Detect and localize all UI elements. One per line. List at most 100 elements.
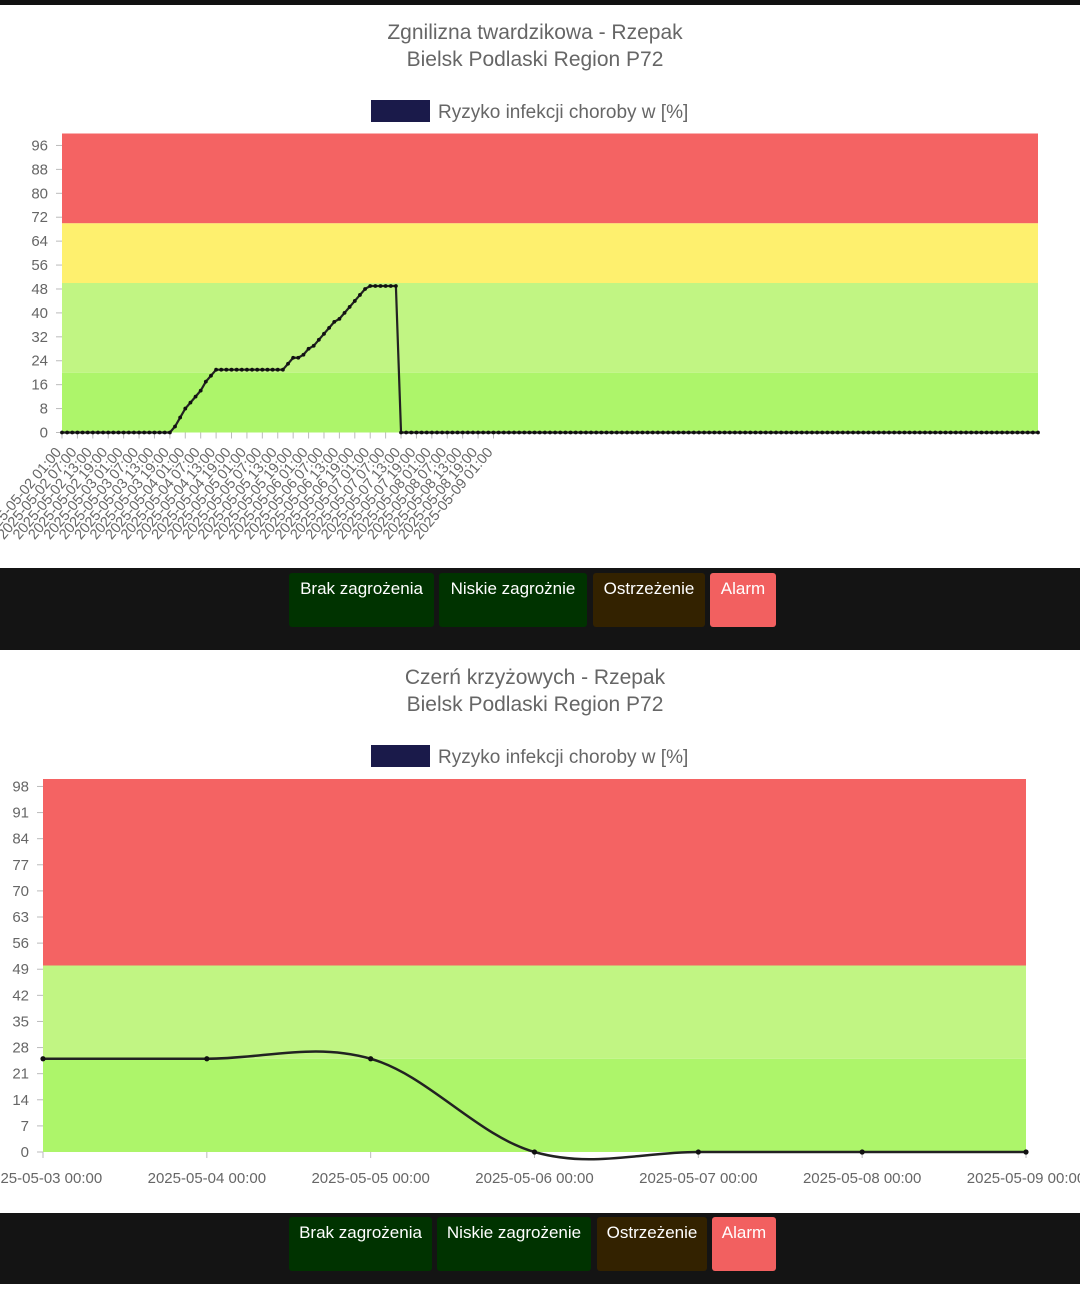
data-point (989, 430, 994, 435)
data-point (193, 394, 198, 399)
data-point (635, 430, 640, 435)
data-point (825, 430, 830, 435)
data-point (75, 430, 80, 435)
data-point (460, 430, 465, 435)
y-tick-label: 14 (12, 1092, 29, 1109)
data-point (352, 299, 357, 303)
legend-swatch (371, 100, 430, 122)
legend-button-low-threat[interactable]: Niskie zagrożnie (439, 573, 587, 627)
data-point (984, 430, 989, 435)
data-point (758, 430, 763, 435)
data-point (527, 430, 532, 435)
data-point (779, 430, 784, 435)
x-tick-label: 2025-05-04 00:00 (148, 1170, 266, 1187)
legend-label: Ryzyko infekcji choroby w [%] (438, 102, 688, 123)
data-point (820, 430, 825, 435)
data-point (953, 430, 958, 435)
data-point (316, 337, 321, 342)
data-point (661, 430, 665, 435)
data-point (260, 367, 265, 372)
data-point (840, 430, 845, 435)
data-point (378, 284, 383, 288)
data-point (347, 305, 352, 309)
y-tick-label: 96 (31, 137, 48, 154)
data-point (799, 430, 804, 435)
data-point (871, 430, 876, 435)
data-point (959, 430, 963, 435)
y-tick-label: 63 (12, 909, 29, 926)
risk-band-0 (43, 1058, 1026, 1152)
legend-button-alarm[interactable]: Alarm (710, 573, 776, 627)
data-point (733, 430, 737, 435)
data-point (239, 367, 244, 372)
data-point (507, 430, 511, 435)
data-point (712, 430, 717, 435)
data-point (902, 430, 907, 435)
data-point (810, 430, 814, 435)
data-point (450, 430, 455, 435)
data-point (476, 430, 480, 435)
data-point (542, 430, 547, 435)
data-point (275, 367, 280, 372)
y-tick-label: 24 (31, 353, 48, 370)
data-point (337, 316, 342, 321)
data-point (40, 1056, 46, 1062)
data-point (697, 430, 701, 435)
data-point (815, 430, 820, 435)
y-tick-label: 91 (12, 805, 29, 822)
data-point (964, 430, 968, 435)
data-point (881, 430, 886, 435)
data-point (142, 430, 147, 435)
data-point (1010, 430, 1015, 435)
legend-button-low-threat[interactable]: Niskie zagrożenie (437, 1217, 591, 1271)
data-point (522, 430, 527, 435)
y-tick-label: 70 (12, 883, 29, 900)
y-tick-label: 28 (12, 1040, 29, 1057)
data-point (404, 430, 409, 435)
data-point (291, 355, 296, 360)
legend-button-warning[interactable]: Ostrzeżenie (597, 1217, 707, 1271)
legend-button-alarm[interactable]: Alarm (712, 1217, 776, 1271)
data-point (938, 430, 943, 435)
data-point (537, 430, 542, 435)
chart-title: Zgnilizna twardzikowa - Rzepak (387, 21, 683, 44)
data-point (887, 430, 891, 435)
top-border (0, 0, 1080, 5)
data-point (897, 430, 902, 435)
legend-button-no-threat[interactable]: Brak zagrożenia (289, 573, 434, 627)
data-point (65, 430, 70, 435)
data-point (368, 1056, 374, 1062)
data-point (578, 430, 583, 435)
chart-1-svg: Zgnilizna twardzikowa - Rzepak Bielsk Pod… (0, 21, 1040, 543)
data-point (265, 367, 270, 372)
data-point (455, 430, 460, 435)
chart-subtitle: Bielsk Podlaski Region P72 (407, 693, 664, 716)
data-point (234, 367, 239, 372)
risk-legend-bar-2: Brak zagrożenia Niskie zagrożenie Ostrze… (0, 1213, 1080, 1284)
data-point (183, 406, 188, 411)
data-point (594, 430, 599, 435)
data-point (445, 430, 450, 435)
y-tick-label: 0 (21, 1144, 29, 1161)
data-point (60, 430, 64, 435)
data-point (173, 424, 177, 429)
data-point (214, 367, 219, 372)
data-point (419, 430, 424, 435)
data-point (209, 373, 213, 378)
y-tick-label: 8 (40, 401, 48, 418)
data-point (568, 430, 573, 435)
chart-subtitle: Bielsk Podlaski Region P72 (407, 48, 664, 71)
data-point (311, 343, 316, 348)
legend-label: Ryzyko infekcji choroby w [%] (438, 747, 688, 768)
legend-button-warning[interactable]: Ostrzeżenie (593, 573, 705, 627)
risk-band-2 (62, 223, 1038, 283)
data-point (609, 430, 614, 435)
data-point (409, 430, 414, 435)
data-point (748, 430, 753, 435)
y-tick-label: 49 (12, 961, 29, 978)
legend-button-no-threat[interactable]: Brak zagrożenia (289, 1217, 432, 1271)
data-point (121, 430, 126, 435)
data-point (373, 284, 378, 288)
data-point (789, 430, 794, 435)
data-point (620, 430, 624, 435)
